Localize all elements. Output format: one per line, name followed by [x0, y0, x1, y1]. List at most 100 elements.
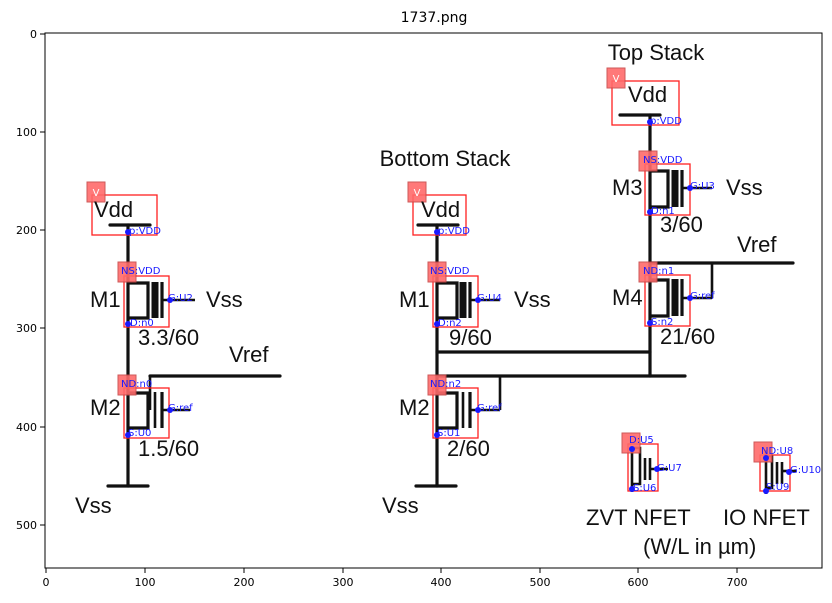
v-tag-label: V — [613, 74, 620, 85]
x-tick-label: 500 — [530, 576, 551, 589]
bbox-vdd — [91, 194, 158, 236]
node-dot — [125, 321, 131, 327]
annotation: D:n1 — [651, 206, 675, 217]
annotation: p:VDD — [438, 226, 470, 237]
bbox-vdd — [412, 194, 467, 236]
label-zvt-nfet: ZVT NFET — [586, 505, 691, 530]
node-dot — [125, 229, 131, 235]
label-size-m2: 1.5/60 — [138, 436, 199, 461]
v-tag — [638, 261, 658, 283]
node-dot — [167, 297, 173, 303]
label-units: (W/L in µm) — [643, 534, 756, 559]
annotation: G:U10 — [790, 465, 821, 476]
y-tick-label: 200 — [16, 224, 37, 237]
annotation: S:U9 — [766, 482, 789, 493]
v-tag — [117, 261, 137, 283]
v-tag — [427, 374, 447, 396]
annotation: S:U1 — [437, 428, 460, 439]
label-vdd: Vdd — [628, 82, 667, 107]
v-tag — [427, 261, 447, 283]
label-size-m2: 2/60 — [447, 436, 490, 461]
annotation: G:U3 — [690, 181, 715, 192]
x-tick-label: 700 — [727, 576, 748, 589]
transistor-m2-body — [128, 391, 150, 430]
label-bottom-stack: Bottom Stack — [380, 146, 512, 171]
label-m1: M1 — [399, 287, 430, 312]
annotation: p:VDD — [129, 226, 161, 237]
y-tick-label: 100 — [16, 126, 37, 139]
node-dot — [687, 185, 693, 191]
annotation: ND:n1 — [643, 266, 674, 277]
x-tick-label: 100 — [135, 576, 156, 589]
label-vss-gate: Vss — [726, 175, 763, 200]
node-dot — [629, 446, 635, 452]
node-dot — [475, 297, 481, 303]
label-m1: M1 — [90, 287, 121, 312]
node-dot — [647, 119, 653, 125]
label-m3: M3 — [612, 175, 643, 200]
v-tag — [117, 374, 137, 396]
node-dot — [654, 466, 660, 472]
v-tag-label: V — [93, 188, 100, 199]
x-tick-label: 400 — [431, 576, 452, 589]
node-dot — [629, 486, 635, 492]
v-tag — [621, 432, 641, 454]
zvt-nfet-symbol: D:U5 G:U7 S:U6 ZVT NFET — [586, 432, 691, 530]
x-tick-label: 0 — [43, 576, 50, 589]
bbox-vdd — [611, 80, 680, 126]
transistor-m1-body — [128, 281, 150, 320]
annotation: G:ref — [690, 291, 715, 302]
v-tag — [606, 67, 626, 89]
node-dot — [125, 432, 131, 438]
x-tick-label: 200 — [234, 576, 255, 589]
x-axis: 0 100 200 300 400 500 600 700 — [43, 568, 748, 589]
label-size-m3: 3/60 — [660, 212, 703, 237]
node-dot — [763, 455, 769, 461]
node-dot — [763, 488, 769, 494]
v-tag — [407, 181, 427, 203]
v-tag-label: V — [414, 188, 421, 199]
label-size-m1: 9/60 — [449, 325, 492, 350]
annotation: D:n0 — [130, 318, 154, 329]
annotation: ND:n2 — [430, 379, 461, 390]
annotation: ND:n0 — [121, 379, 152, 390]
annotation: NS:VDD — [430, 266, 470, 277]
v-tag — [86, 181, 106, 203]
label-vdd: Vdd — [94, 197, 133, 222]
annotation: ND:U8 — [761, 446, 793, 457]
node-dot — [786, 469, 792, 475]
annotation: S:U6 — [633, 483, 656, 494]
x-tick-label: 600 — [628, 576, 649, 589]
label-vref: Vref — [229, 342, 269, 367]
label-vdd: Vdd — [421, 197, 460, 222]
y-tick-label: 400 — [16, 421, 37, 434]
label-m2: M2 — [90, 395, 121, 420]
node-dot — [647, 320, 653, 326]
annotation: S:U0 — [128, 428, 151, 439]
label-m2: M2 — [399, 395, 430, 420]
middle-circuit: Bottom Stack V Vdd M1 Vss 9/60 M2 — [380, 146, 687, 518]
transistor-m2-body — [437, 391, 459, 430]
label-vref: Vref — [737, 232, 777, 257]
label-vss: Vss — [382, 493, 419, 518]
node-dot — [475, 407, 481, 413]
label-top-stack: Top Stack — [608, 40, 706, 65]
annotation: p:VDD — [650, 116, 682, 127]
node-dot — [434, 229, 440, 235]
label-size-m1: 3.3/60 — [138, 325, 199, 350]
y-tick-label: 0 — [30, 28, 37, 41]
annotation: S:n2 — [651, 317, 673, 328]
top-stack-circuit: Top Stack V Vdd M3 Vss 3/60 Vref M4 21 — [606, 40, 795, 378]
annotation: G:ref — [168, 403, 193, 414]
transistor-m4-body — [650, 278, 670, 318]
annotation: NS:VDD — [643, 155, 683, 166]
node-dot — [434, 432, 440, 438]
label-io-nfet: IO NFET — [723, 505, 810, 530]
figure-title: 1737.png — [401, 10, 468, 26]
transistor-m3-body — [650, 169, 670, 209]
node-dot — [647, 209, 653, 215]
node-dot — [434, 321, 440, 327]
annotation: G:U7 — [657, 463, 682, 474]
x-tick-label: 300 — [333, 576, 354, 589]
